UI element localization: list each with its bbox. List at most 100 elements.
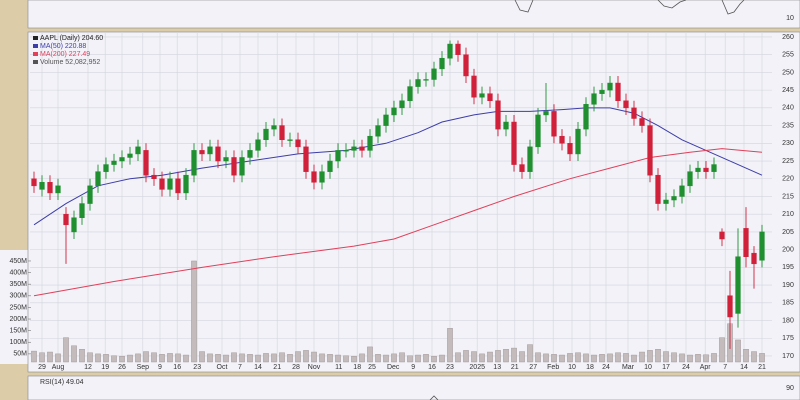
volume-bar — [759, 353, 765, 363]
candle-body — [703, 167, 709, 172]
volume-bar — [359, 353, 365, 363]
x-tick-label: 11 — [335, 364, 342, 371]
volume-bar — [695, 354, 701, 363]
legend-label: AAPL (Daily) 204.60 — [40, 35, 103, 42]
candle-body — [103, 164, 109, 172]
volume-bar — [407, 355, 413, 363]
x-tick-label: 17 — [662, 364, 670, 371]
volume-bar — [239, 353, 245, 363]
x-tick-label: Oct — [217, 364, 228, 371]
volume-bar — [591, 354, 597, 363]
volume-bar — [287, 354, 293, 363]
candle-body — [71, 217, 77, 233]
candle-body — [431, 68, 437, 80]
volume-bar — [247, 354, 253, 363]
candle-body — [119, 157, 125, 162]
candle-body — [279, 125, 285, 141]
volume-bar — [183, 354, 189, 363]
legend-swatch — [33, 36, 38, 40]
candle-body — [263, 128, 269, 141]
candle-body — [711, 164, 717, 172]
x-tick-label: 21 — [758, 364, 766, 371]
upper-panel — [27, 0, 800, 29]
volume-bar — [191, 260, 197, 363]
volume-bar — [519, 351, 525, 363]
candle-body — [639, 118, 645, 126]
volume-bar — [703, 354, 709, 363]
volume-bar — [71, 345, 77, 363]
y-tick-label: 200 — [782, 246, 794, 253]
upper-panel-line — [514, 0, 745, 15]
volume-tick-label: 300M — [9, 293, 27, 300]
candle-body — [599, 89, 605, 94]
candle-body — [719, 231, 725, 240]
volume-bar — [159, 354, 165, 363]
volume-tick-label: 350M — [9, 281, 27, 288]
candle-body — [471, 75, 477, 98]
volume-bar — [87, 352, 93, 363]
volume-tick-label: 450M — [9, 258, 27, 265]
volume-bar — [559, 354, 565, 363]
volume-bar — [751, 351, 757, 363]
y-tick-label: 225 — [782, 158, 794, 165]
volume-bar — [327, 354, 333, 363]
candle-body — [351, 146, 357, 151]
candle-body — [31, 178, 37, 187]
candle-body — [751, 252, 757, 265]
volume-bar — [263, 353, 269, 363]
x-tick-label: 2025 — [469, 364, 485, 371]
volume-bar — [567, 353, 573, 363]
volume-bar — [79, 349, 85, 363]
rsi-label: RSI(14) 49.04 — [40, 379, 84, 386]
volume-bar — [663, 351, 669, 363]
volume-bar — [463, 350, 469, 363]
candle-body — [55, 185, 61, 194]
volume-bar — [47, 351, 53, 363]
candle-body — [591, 93, 597, 105]
volume-tick-label: 400M — [9, 269, 27, 276]
x-tick-label: 10 — [568, 364, 576, 371]
x-tick-label: Aug — [52, 364, 65, 371]
candle-body — [655, 174, 661, 204]
volume-bar — [391, 353, 397, 363]
x-tick-label: Sep — [137, 364, 150, 371]
legend-swatch — [33, 60, 38, 64]
volume-bar — [31, 350, 37, 363]
legend-label: MA(200) 227.49 — [40, 51, 90, 58]
candle-body — [135, 146, 141, 155]
volume-bar — [63, 337, 69, 363]
candle-body — [463, 54, 469, 77]
volume-bar — [111, 355, 117, 363]
candle-body — [343, 150, 349, 152]
x-tick-label: 7 — [723, 364, 727, 371]
candle-body — [191, 150, 197, 176]
volume-bar — [351, 355, 357, 363]
candle-body — [415, 79, 421, 87]
candle-body — [87, 185, 93, 204]
volume-bar — [455, 352, 461, 363]
volume-bar — [127, 354, 133, 363]
candle-body — [671, 196, 677, 201]
candle-body — [287, 139, 293, 141]
x-tick-label: Mar — [622, 364, 635, 371]
volume-bar — [583, 353, 589, 363]
candle-body — [759, 231, 765, 261]
upper-tick-label: 10 — [786, 15, 794, 22]
volume-bar — [311, 351, 317, 363]
candle-body — [151, 174, 157, 179]
volume-bar — [655, 349, 661, 363]
x-tick-label: Nov — [308, 364, 321, 371]
candle-body — [367, 135, 373, 151]
volume-bar — [167, 353, 173, 363]
volume-bar — [431, 355, 437, 363]
label-layer: 170 175 180 185 190 195 200 205 210 215 220 225 230 2… — [9, 34, 793, 371]
x-tick-label: 23 — [446, 364, 454, 371]
rsi-tick-label: 90 — [786, 385, 794, 392]
candle-body — [231, 157, 237, 176]
volume-bar — [551, 354, 557, 363]
volume-bar — [223, 354, 229, 363]
candle-body — [623, 100, 629, 109]
candle-layer — [31, 40, 765, 349]
y-tick-label: 240 — [782, 105, 794, 112]
volume-layer — [31, 260, 765, 363]
